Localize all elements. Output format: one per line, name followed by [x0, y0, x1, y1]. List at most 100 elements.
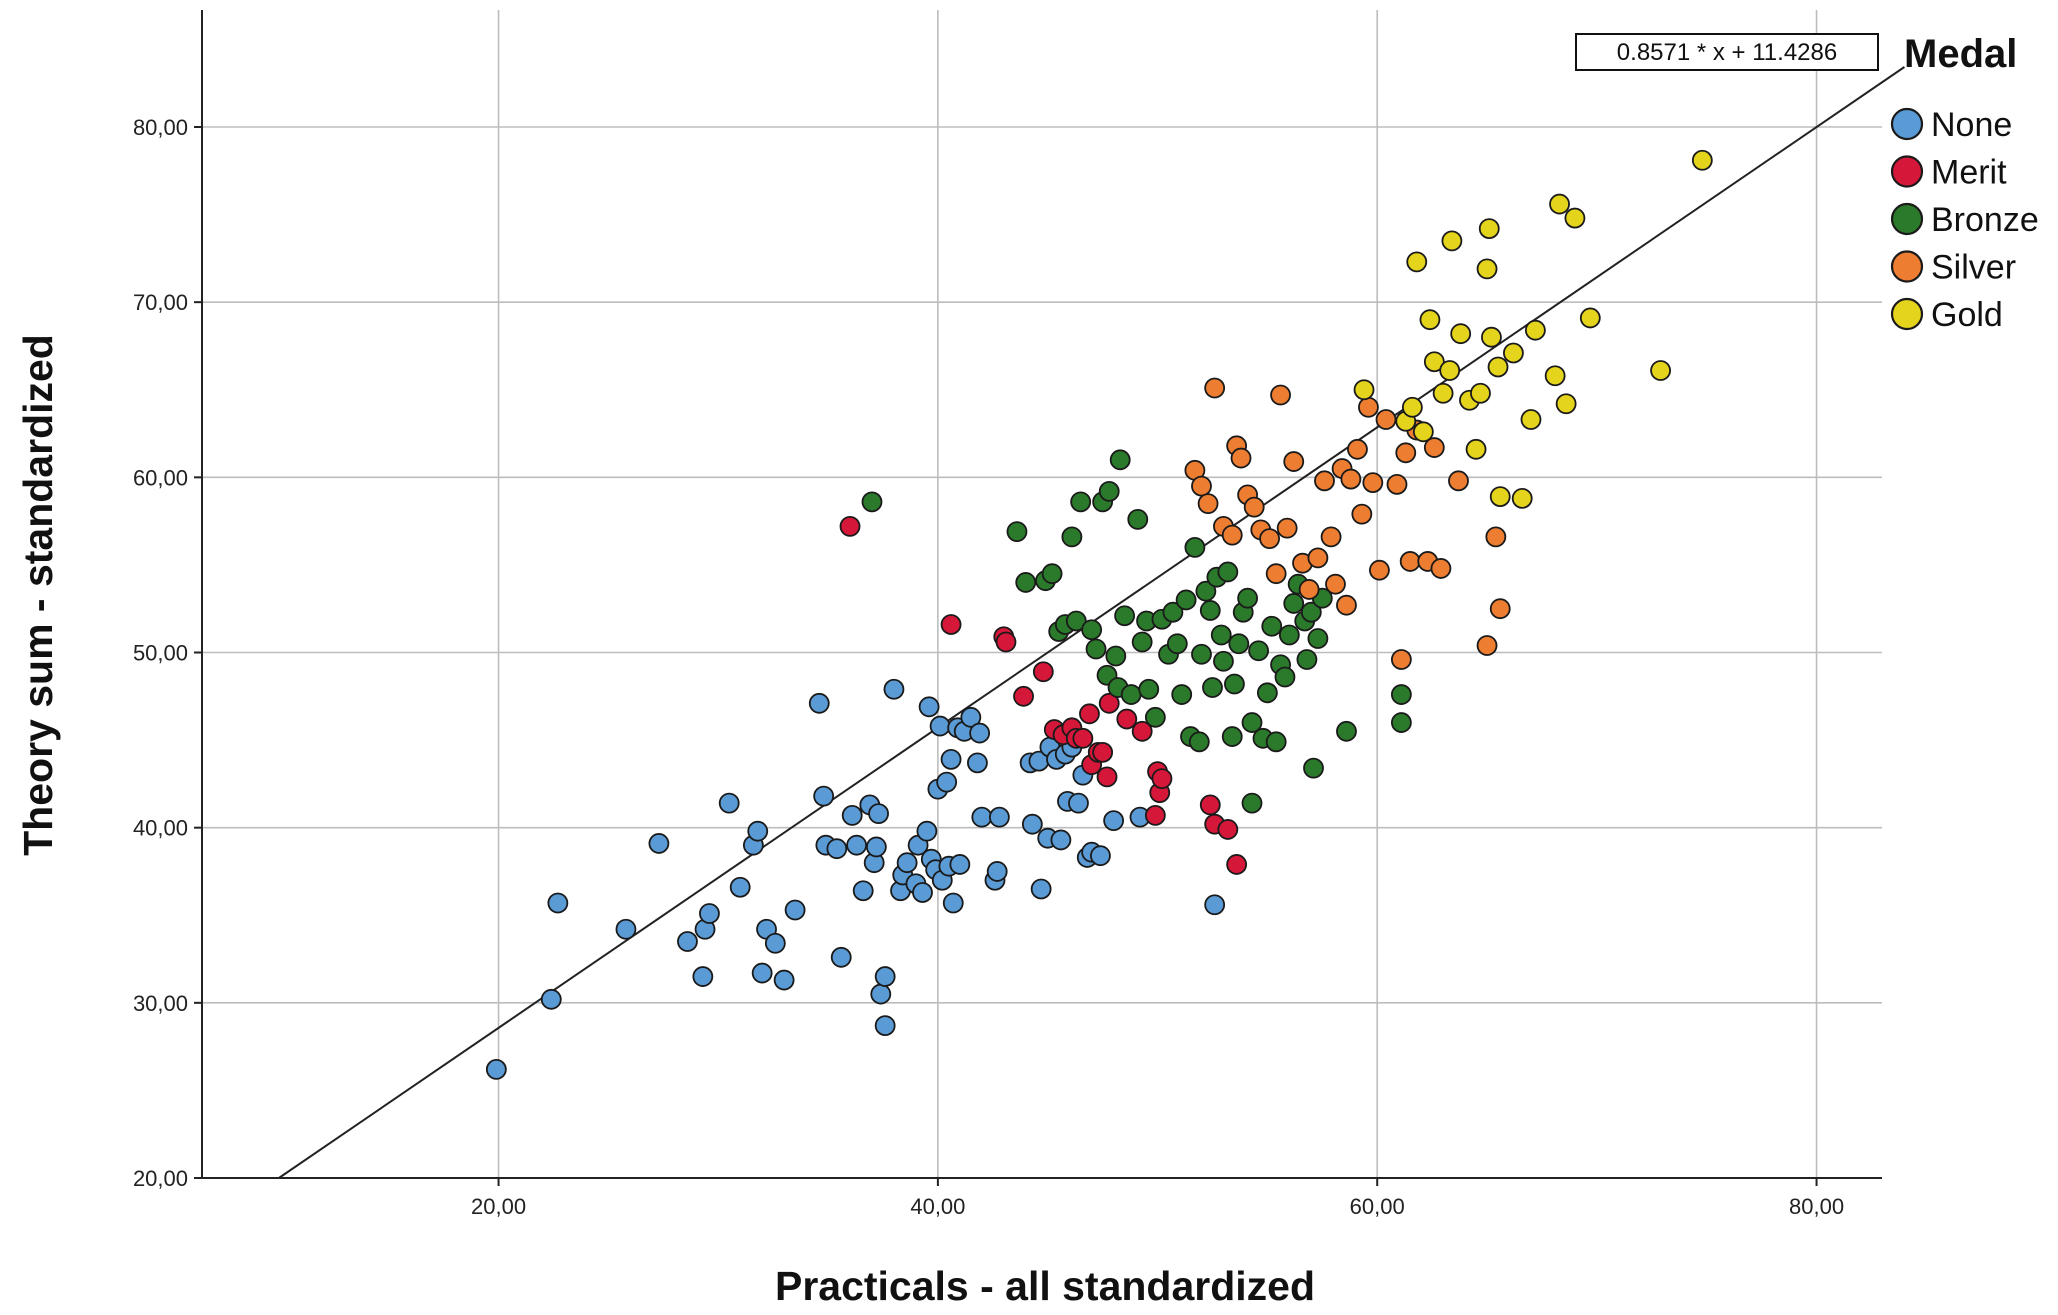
- data-point-bronze: [1237, 587, 1259, 609]
- data-point-none: [865, 836, 887, 858]
- data-point-gold: [1353, 379, 1375, 401]
- data-point-bronze: [1171, 684, 1193, 705]
- data-point-bronze: [1191, 643, 1212, 665]
- data-point-gold: [1511, 487, 1533, 509]
- fit-equation-label: 0.8571 * x + 11.4286: [1617, 39, 1837, 66]
- data-point-merit: [1199, 794, 1221, 816]
- data-point-none: [729, 876, 751, 898]
- data-point-silver: [1395, 442, 1417, 464]
- x-tick-label: 60,00: [1350, 1194, 1405, 1219]
- data-point-none: [830, 946, 852, 968]
- data-point-none: [699, 903, 720, 924]
- data-point-gold: [1406, 251, 1428, 273]
- data-point-none: [677, 931, 698, 952]
- data-point-merit: [1092, 741, 1114, 763]
- data-point-silver: [1314, 470, 1335, 492]
- data-point-bronze: [1131, 631, 1153, 653]
- data-point-gold: [1439, 360, 1461, 381]
- data-point-none: [813, 785, 835, 807]
- data-point-bronze: [1224, 673, 1245, 695]
- series-none: [485, 678, 1226, 1080]
- data-point-none: [1068, 792, 1089, 814]
- data-point-bronze: [1217, 561, 1239, 583]
- data-point-gold: [1564, 207, 1586, 229]
- legend-label-bronze: Bronze: [1931, 201, 2039, 239]
- data-point-gold: [1481, 326, 1502, 348]
- series-silver: [1184, 377, 1511, 670]
- data-point-none: [1021, 813, 1043, 835]
- data-point-bronze: [1006, 521, 1028, 543]
- data-point-merit: [940, 614, 962, 635]
- x-tick-label: 80,00: [1789, 1194, 1844, 1219]
- data-point-gold: [1401, 396, 1423, 418]
- data-point-silver: [1270, 384, 1291, 406]
- data-point-bronze: [1278, 624, 1300, 646]
- data-point-bronze: [1336, 720, 1357, 742]
- data-point-bronze: [1138, 678, 1160, 700]
- data-point-bronze: [1241, 792, 1263, 814]
- data-point-silver: [1230, 447, 1252, 469]
- data-point-bronze: [1202, 677, 1223, 698]
- y-tick-label: 60,00: [133, 465, 188, 490]
- data-point-bronze: [1390, 712, 1412, 733]
- data-point-none: [841, 805, 863, 826]
- axes: [201, 10, 1882, 1179]
- data-point-silver: [1204, 377, 1226, 399]
- data-point-bronze: [1081, 619, 1103, 641]
- data-point-bronze: [1098, 480, 1120, 502]
- data-point-none: [918, 696, 940, 718]
- data-point-merit: [839, 515, 861, 537]
- y-tick-label: 50,00: [133, 641, 188, 666]
- data-point-bronze: [1144, 706, 1166, 728]
- data-point-merit: [1116, 708, 1138, 730]
- series-gold: [1353, 149, 1713, 509]
- data-point-bronze: [1015, 572, 1037, 593]
- data-point-none: [846, 834, 868, 856]
- legend-label-silver: Silver: [1931, 249, 2016, 287]
- data-point-silver: [1347, 438, 1368, 460]
- data-point-none: [648, 833, 670, 854]
- data-point-none: [969, 722, 991, 744]
- series-bronze: [861, 449, 1412, 814]
- data-point-none: [896, 852, 918, 874]
- data-point-bronze: [1228, 633, 1250, 655]
- data-point-silver: [1276, 517, 1298, 539]
- data-point-none: [1103, 810, 1125, 832]
- data-point-bronze: [1162, 601, 1184, 623]
- data-point-none: [874, 1015, 896, 1037]
- data-point-silver: [1386, 473, 1408, 495]
- data-point-gold: [1524, 319, 1546, 341]
- data-point-silver: [1485, 526, 1507, 548]
- legend-marker-merit: [1890, 155, 1924, 188]
- data-point-none: [960, 706, 982, 728]
- data-point-bronze: [1256, 682, 1278, 704]
- data-point-none: [764, 932, 786, 954]
- data-point-bronze: [1184, 537, 1206, 558]
- data-point-gold: [1423, 351, 1445, 373]
- data-point-bronze: [1300, 601, 1322, 623]
- data-point-bronze: [1127, 508, 1149, 530]
- data-point-merit: [1096, 766, 1118, 788]
- data-point-bronze: [1296, 649, 1318, 670]
- data-point-bronze: [1109, 449, 1131, 471]
- data-point-silver: [1340, 468, 1362, 490]
- data-point-silver: [1243, 496, 1265, 518]
- data-point-gold: [1520, 409, 1542, 430]
- data-point-gold: [1555, 393, 1577, 415]
- data-point-none: [868, 803, 889, 825]
- data-point-bronze: [861, 491, 883, 513]
- data-point-bronze: [1120, 684, 1142, 705]
- data-point-silver: [1362, 472, 1384, 493]
- data-point-gold: [1419, 309, 1441, 331]
- data-point-none: [1030, 878, 1052, 900]
- data-point-none: [852, 880, 874, 902]
- data-point-gold: [1478, 218, 1500, 239]
- data-point-gold: [1691, 149, 1713, 171]
- data-point-merit: [995, 631, 1017, 653]
- data-point-none: [773, 969, 795, 991]
- data-point-merit: [1131, 720, 1153, 742]
- data-point-silver: [1265, 563, 1287, 585]
- data-point-silver: [1320, 526, 1342, 548]
